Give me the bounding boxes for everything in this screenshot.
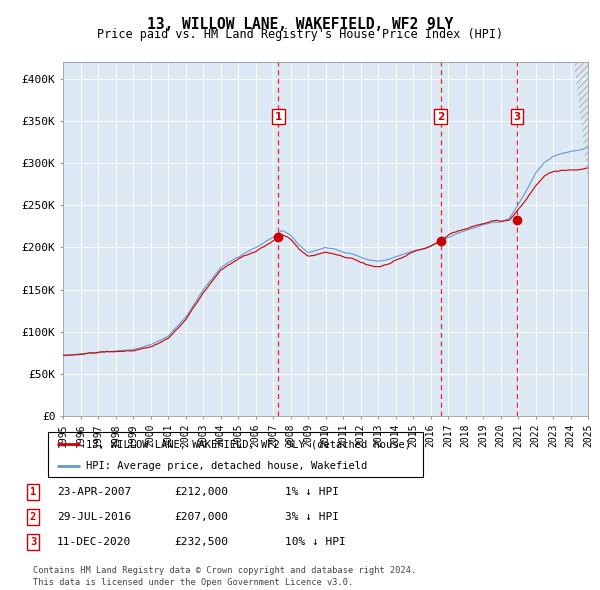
- Text: 3: 3: [30, 537, 36, 546]
- Text: 11-DEC-2020: 11-DEC-2020: [57, 537, 131, 546]
- Text: 2: 2: [30, 512, 36, 522]
- Text: Contains HM Land Registry data © Crown copyright and database right 2024.
This d: Contains HM Land Registry data © Crown c…: [33, 566, 416, 587]
- Text: 2: 2: [437, 112, 444, 122]
- Text: 13, WILLOW LANE, WAKEFIELD, WF2 9LY: 13, WILLOW LANE, WAKEFIELD, WF2 9LY: [147, 17, 453, 31]
- Text: 13, WILLOW LANE, WAKEFIELD, WF2 9LY (detached house): 13, WILLOW LANE, WAKEFIELD, WF2 9LY (det…: [86, 440, 410, 450]
- Text: 1% ↓ HPI: 1% ↓ HPI: [285, 487, 339, 497]
- Text: £207,000: £207,000: [174, 512, 228, 522]
- Text: 23-APR-2007: 23-APR-2007: [57, 487, 131, 497]
- Text: 3% ↓ HPI: 3% ↓ HPI: [285, 512, 339, 522]
- Text: 3: 3: [514, 112, 521, 122]
- Text: 29-JUL-2016: 29-JUL-2016: [57, 512, 131, 522]
- Text: 1: 1: [275, 112, 282, 122]
- Text: 10% ↓ HPI: 10% ↓ HPI: [285, 537, 346, 546]
- Text: £212,000: £212,000: [174, 487, 228, 497]
- Text: HPI: Average price, detached house, Wakefield: HPI: Average price, detached house, Wake…: [86, 461, 367, 471]
- Text: £232,500: £232,500: [174, 537, 228, 546]
- Text: Price paid vs. HM Land Registry's House Price Index (HPI): Price paid vs. HM Land Registry's House …: [97, 28, 503, 41]
- Text: 1: 1: [30, 487, 36, 497]
